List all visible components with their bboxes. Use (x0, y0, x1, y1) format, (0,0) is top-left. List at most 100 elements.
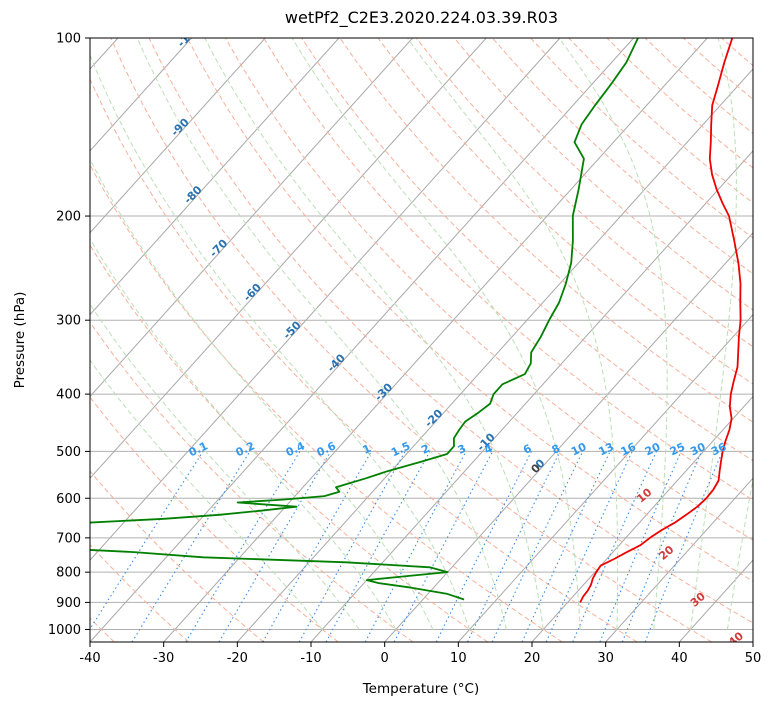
dry-adiabat (760, 38, 775, 642)
isotherm-line (236, 68, 753, 642)
y-axis-label: Pressure (hPa) (12, 292, 28, 389)
isotherm-line (90, 38, 266, 234)
y-tick-label: 300 (56, 314, 81, 329)
dry-adiabat (148, 38, 753, 624)
isotherm-line (310, 150, 753, 642)
y-tick-label: 600 (56, 492, 81, 507)
x-tick-label: -30 (153, 651, 174, 666)
x-tick-label: 40 (671, 651, 688, 666)
isotherm-line (752, 641, 753, 642)
moist-adiabat (90, 158, 434, 630)
dry-adiabat-label: -80 (181, 183, 204, 206)
y-tick-label: 700 (56, 531, 81, 546)
dry-adiabat-label: -60 (241, 281, 264, 304)
x-tick-label: -20 (227, 651, 248, 666)
mixing-ratio-line (131, 451, 251, 642)
mixing-ratio-label: 36 (709, 440, 729, 458)
dry-adiabat (90, 77, 638, 642)
x-tick-label: 0 (381, 651, 389, 666)
moist-adiabat (136, 38, 507, 630)
isotherm-line (90, 38, 340, 316)
mixing-ratio-label: 1 (361, 442, 373, 457)
isotherm-line (605, 477, 753, 642)
x-tick-label: 20 (524, 651, 541, 666)
moist-adiabat (90, 359, 323, 630)
y-tick-label: 900 (56, 596, 81, 611)
isotherm-line (531, 395, 753, 642)
dry-adiabat-label: -100 (175, 21, 204, 50)
dry-adiabat-label: -70 (207, 236, 230, 259)
mixing-ratio-label: 30 (688, 440, 708, 458)
moist-adiabat (90, 238, 397, 630)
dry-adiabat-label: -50 (281, 318, 304, 341)
mixing-ratio-line (364, 451, 467, 642)
dry-adiabat (453, 38, 753, 311)
moist-adiabat (558, 38, 668, 630)
x-tick-label: 30 (597, 651, 614, 666)
mixing-ratio-line (435, 451, 532, 642)
dry-adiabat (721, 38, 753, 67)
mixing-ratio-label: 1.5 (389, 439, 412, 459)
moist-adiabat (407, 38, 619, 630)
dry-adiabat (263, 38, 753, 501)
mixing-ratio-line (521, 451, 611, 642)
mixing-ratio-line (185, 451, 301, 642)
y-tick-label: 100 (56, 32, 81, 47)
plot-frame (89, 37, 754, 643)
isotherm-line (90, 38, 634, 642)
dry-adiabat (90, 470, 264, 642)
mixing-ratio-line (572, 451, 657, 642)
mixing-ratio-line (491, 451, 584, 642)
dry-adiabat (110, 38, 712, 642)
mixing-ratio-line (644, 451, 723, 642)
mixing-ratio-label: 13 (597, 440, 616, 458)
mixing-ratio-line (90, 451, 204, 631)
mixing-ratio-line (545, 451, 633, 642)
isotherm-line (384, 231, 753, 642)
dry-adiabat-label: -20 (422, 407, 445, 430)
mixing-ratio-line (467, 451, 561, 642)
mixing-ratio-label: 0.2 (234, 439, 257, 459)
dry-adiabat (186, 38, 753, 582)
dry-adiabat (682, 38, 753, 101)
moist-adiabat-label: 40 (726, 629, 746, 649)
isotherm-line (90, 38, 192, 152)
dry-adiabat (339, 38, 753, 423)
mixing-ratio-label: 10 (569, 440, 589, 458)
moist-adiabat (204, 38, 544, 630)
mixing-ratio-line (325, 451, 431, 642)
y-tick-label: 800 (56, 566, 81, 581)
isotherm-line (90, 38, 561, 561)
mixing-ratio-label: 0.4 (284, 439, 307, 459)
isotherm-line (90, 38, 413, 398)
x-tick-label: 50 (745, 651, 762, 666)
dry-adiabat (90, 543, 190, 642)
x-tick-label: 10 (450, 651, 467, 666)
mixing-ratio-line (262, 451, 372, 642)
mixing-ratio-line (298, 451, 406, 642)
mixing-ratio-label: 16 (619, 440, 639, 458)
mixing-ratio-label: 20 (643, 440, 663, 458)
mixing-ratio-label: 6 (521, 442, 534, 457)
dry-adiabat-label: -90 (169, 116, 192, 139)
moist-adiabat (90, 303, 360, 630)
dry-adiabat (377, 38, 753, 385)
isotherm-line (457, 313, 753, 642)
dry-adiabat (90, 163, 563, 642)
y-tick-label: 1000 (48, 623, 81, 638)
mixing-ratio-label: 3 (456, 442, 468, 457)
moist-adiabat-label: 30 (688, 590, 708, 610)
isotherm-line (90, 38, 487, 480)
temperature-profile (579, 38, 742, 603)
dry-adiabat (606, 38, 753, 169)
y-tick-label: 200 (56, 210, 81, 225)
moist-adiabat-label: 20 (656, 543, 676, 563)
dewpoint-profile (90, 38, 639, 601)
isotherm-line (163, 38, 708, 642)
moist-adiabat (90, 53, 471, 630)
mixing-ratio-label: 8 (550, 442, 562, 457)
moist-adiabat-label: 10 (634, 485, 654, 505)
x-axis-label: Temperature (°C) (362, 681, 480, 697)
x-tick-label: -40 (79, 651, 100, 666)
